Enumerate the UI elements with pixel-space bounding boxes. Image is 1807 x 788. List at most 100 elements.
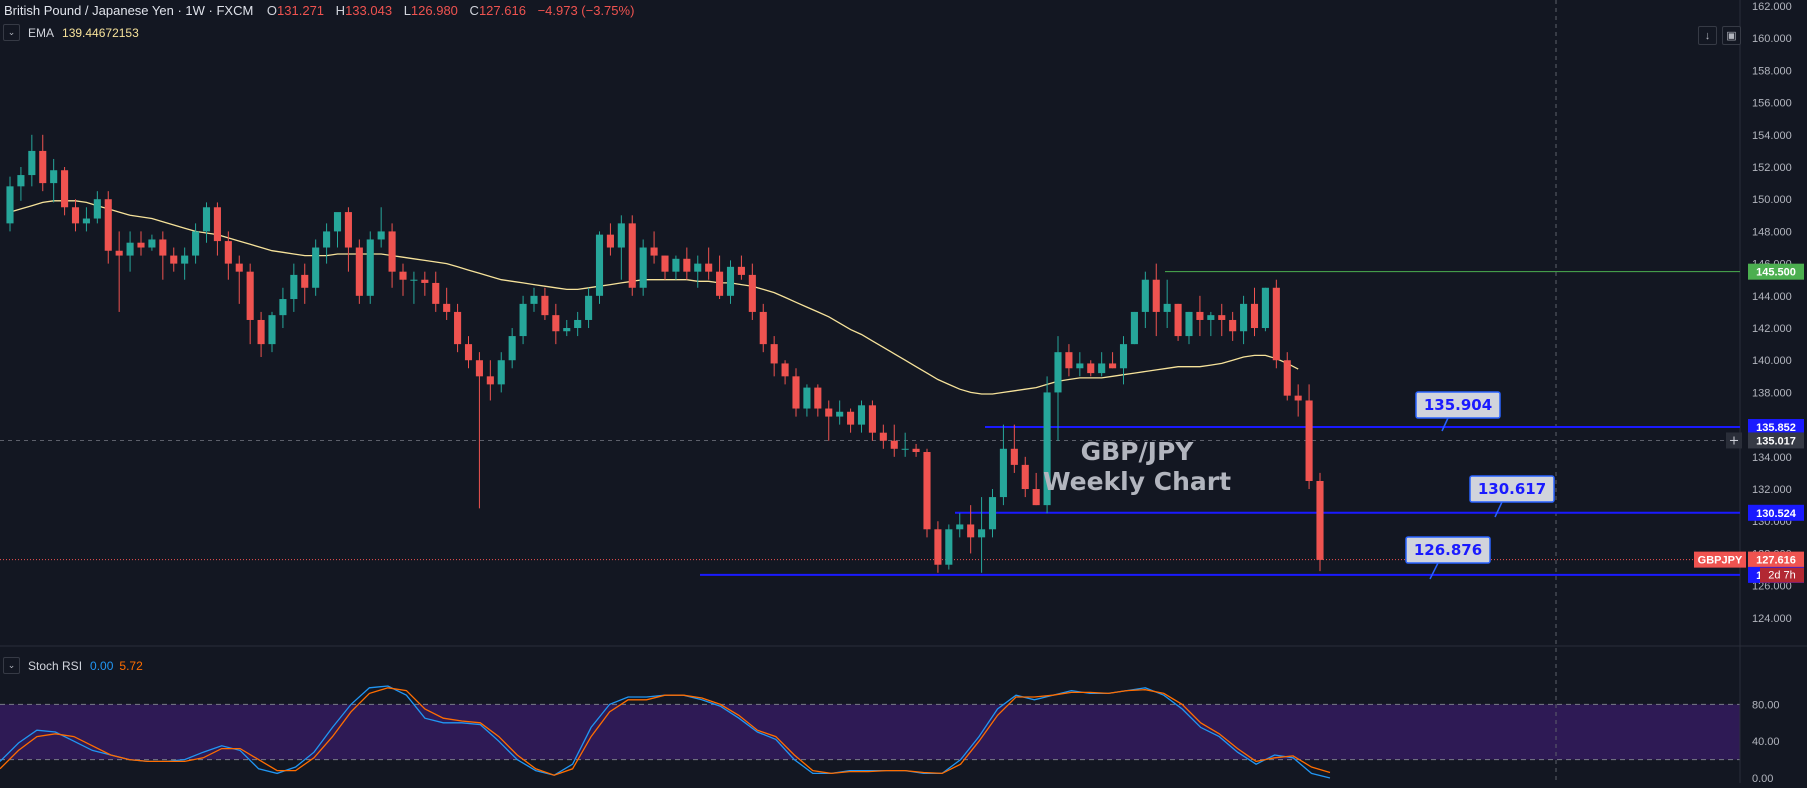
candle: [716, 255, 724, 300]
countdown-tag: 2d 7h: [1760, 567, 1804, 583]
candle-body: [519, 303, 527, 337]
candle-body: [1316, 480, 1324, 560]
candle-body: [301, 274, 309, 288]
candle: [956, 513, 964, 538]
candle-body: [803, 387, 811, 409]
candle-body: [868, 405, 876, 433]
candle-body: [115, 250, 123, 256]
candle: [1163, 279, 1171, 329]
candle: [1207, 311, 1215, 337]
stoch-label[interactable]: Stoch RSI: [28, 658, 83, 673]
candle: [333, 212, 342, 248]
candle-body: [1207, 315, 1215, 320]
candle-body: [781, 363, 789, 377]
callout-text: 130.617: [1478, 480, 1546, 498]
countdown-bg: [1760, 567, 1804, 583]
collapse-icon[interactable]: ⌄: [3, 657, 20, 674]
open-label: O: [266, 3, 278, 18]
price-tick-label: 162.000: [1752, 1, 1792, 13]
fullscreen-icon[interactable]: ▣: [1722, 26, 1741, 45]
candle-body: [606, 234, 614, 248]
price-tick-label: 160.000: [1752, 33, 1792, 45]
candle-body: [104, 199, 112, 251]
candle: [1305, 384, 1313, 490]
candle: [541, 287, 549, 320]
candle: [6, 176, 14, 232]
candle: [552, 303, 560, 345]
candle: [148, 234, 156, 251]
collapse-icon[interactable]: ⌄: [3, 24, 20, 41]
annotation-line2: Weekly Chart: [1043, 467, 1231, 496]
candle: [650, 231, 658, 264]
symbol-title[interactable]: British Pound / Japanese Yen · 1W · FXCM: [4, 3, 254, 18]
candle-body: [1240, 303, 1248, 332]
candle: [170, 247, 178, 272]
candle: [1043, 376, 1051, 514]
candle: [1076, 352, 1084, 377]
callout-text: 126.876: [1414, 541, 1482, 559]
candle-body: [410, 279, 418, 281]
price-callout: 130.617: [1469, 475, 1555, 518]
candle-body: [224, 241, 232, 264]
candle-body: [39, 150, 47, 184]
candle: [759, 303, 767, 353]
candle: [803, 384, 811, 417]
candle: [1010, 424, 1018, 473]
ema-label[interactable]: EMA: [28, 25, 55, 40]
annotation-line1: GBP/JPY: [1081, 437, 1195, 466]
candle: [617, 215, 625, 280]
candle-body: [552, 315, 560, 332]
candle: [399, 263, 407, 296]
resistance-tag: 145.500: [1748, 263, 1804, 280]
candle-body: [1283, 360, 1291, 396]
price-callout: 126.876: [1405, 536, 1491, 580]
candle-body: [705, 263, 713, 272]
candle: [1261, 287, 1269, 332]
candle-body: [1032, 489, 1040, 506]
candle-body: [377, 231, 385, 240]
stoch-layer: [0, 685, 1331, 779]
candle-body: [759, 311, 767, 345]
candle-body: [999, 448, 1007, 498]
candle: [443, 287, 451, 320]
candle-body: [672, 258, 680, 272]
candle-body: [257, 319, 265, 345]
candle-body: [1163, 303, 1171, 312]
candle-body: [93, 199, 101, 219]
candle-body: [61, 170, 69, 208]
candle: [17, 167, 25, 201]
level-upper-tag-bg: [1748, 419, 1804, 436]
candle-body: [475, 360, 483, 377]
level-upper-tag: 135.852: [1748, 419, 1804, 436]
candle-body: [563, 328, 571, 332]
candle-body: [137, 242, 145, 248]
candle: [497, 352, 505, 393]
low-value: 126.980: [410, 3, 458, 18]
candle: [61, 167, 69, 216]
candle-body: [770, 344, 778, 364]
candle-body: [508, 336, 516, 361]
ema-layer: [9, 200, 1299, 395]
arrow-down-icon[interactable]: ↓: [1698, 26, 1717, 45]
candle-body: [847, 411, 855, 425]
candle: [1021, 456, 1029, 498]
candle: [192, 223, 200, 264]
candle: [781, 360, 789, 385]
candle: [50, 158, 58, 203]
candle: [934, 521, 942, 573]
candle: [355, 239, 363, 304]
candle: [814, 384, 822, 417]
candle: [181, 247, 189, 280]
price-tick-label: 132.000: [1752, 484, 1792, 496]
price-tick-label: 126.000: [1752, 581, 1792, 593]
candle: [312, 239, 320, 296]
candle: [1141, 271, 1149, 329]
candle: [661, 255, 669, 280]
callout-box: [1405, 536, 1491, 564]
candle: [224, 231, 232, 280]
candle: [606, 223, 614, 256]
candle-body: [1076, 363, 1084, 369]
